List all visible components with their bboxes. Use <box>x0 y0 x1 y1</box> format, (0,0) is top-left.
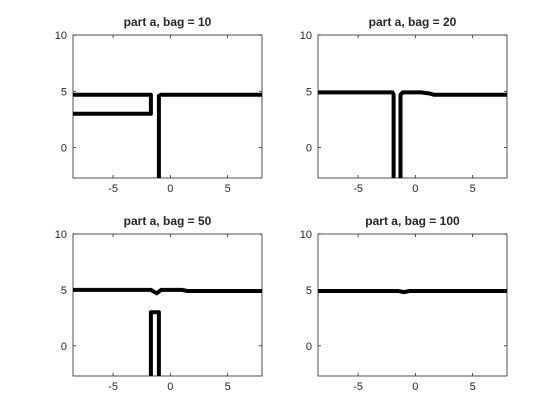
y-tick-label: 0 <box>61 341 67 353</box>
x-tick-label: 5 <box>470 183 476 195</box>
y-tick-label: 5 <box>61 86 67 98</box>
axes-box <box>72 34 263 179</box>
y-tick-label: 10 <box>300 30 312 42</box>
x-tick-label: 0 <box>412 381 418 393</box>
axes-box <box>317 34 508 179</box>
x-tick-label: 5 <box>470 381 476 393</box>
subplot-4: -5 0 5 0 5 10 part a, bag = 100 <box>300 214 508 393</box>
subplot-3: -5 0 5 0 5 10 part a, bag = 50 <box>55 214 263 393</box>
x-tick-label: 0 <box>412 183 418 195</box>
x-tick-label: -5 <box>108 183 118 195</box>
y-tick-label: 5 <box>306 86 312 98</box>
y-tick-label: 0 <box>61 143 67 155</box>
x-tick-label: -5 <box>353 381 363 393</box>
boundary-line <box>148 310 161 376</box>
boundary-line <box>73 92 153 116</box>
y-tick-label: 5 <box>306 285 312 297</box>
boundary-line <box>318 90 396 178</box>
y-tick-label: 10 <box>55 30 67 42</box>
x-tick-label: 5 <box>225 381 231 393</box>
subplot-title: part a, bag = 20 <box>369 15 457 29</box>
subplot-1: -5 0 5 0 5 10 part a, bag = 10 <box>55 15 263 195</box>
subplot-title: part a, bag = 100 <box>365 214 460 228</box>
axes-box <box>72 233 263 377</box>
y-tick-label: 0 <box>306 143 312 155</box>
x-tick-label: -5 <box>108 381 118 393</box>
x-tick-label: -5 <box>353 183 363 195</box>
x-tick-label: 0 <box>167 381 173 393</box>
boundary-line <box>73 287 262 296</box>
boundary-line <box>398 90 507 178</box>
x-tick-label: 5 <box>225 183 231 195</box>
y-tick-label: 10 <box>300 229 312 241</box>
x-tick-label: 0 <box>167 183 173 195</box>
axes-box <box>317 233 508 377</box>
y-tick-label: 0 <box>306 341 312 353</box>
y-tick-label: 5 <box>61 285 67 297</box>
y-tick-label: 10 <box>55 229 67 241</box>
subplot-title: part a, bag = 50 <box>124 214 212 228</box>
subplot-2: -5 0 5 0 5 10 part a, bag = 20 <box>300 15 508 195</box>
subplot-title: part a, bag = 10 <box>124 15 212 29</box>
boundary-line <box>156 92 262 178</box>
boundary-line <box>318 289 507 295</box>
